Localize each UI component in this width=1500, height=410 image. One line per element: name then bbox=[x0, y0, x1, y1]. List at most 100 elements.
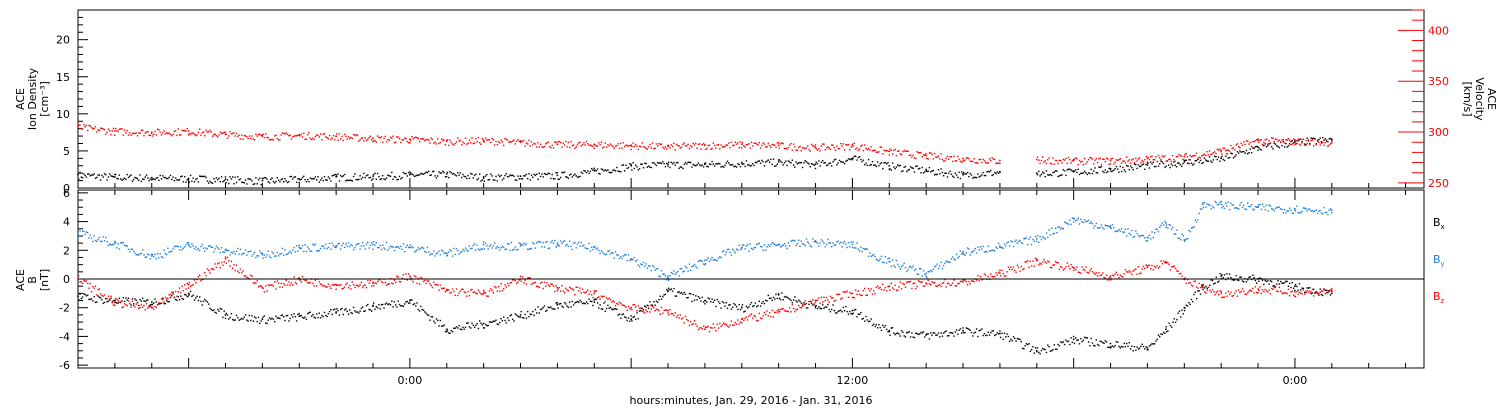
data-point bbox=[187, 134, 190, 136]
data-point bbox=[627, 317, 630, 319]
data-point bbox=[508, 141, 510, 143]
data-point bbox=[915, 157, 917, 160]
data-point bbox=[442, 325, 444, 327]
data-point bbox=[1115, 341, 1118, 343]
data-point bbox=[593, 299, 595, 301]
data-point bbox=[962, 252, 964, 255]
data-point bbox=[475, 292, 477, 294]
data-point bbox=[621, 164, 623, 166]
data-point bbox=[858, 250, 861, 252]
data-point bbox=[930, 283, 932, 286]
data-point bbox=[438, 250, 440, 252]
data-point bbox=[936, 263, 938, 265]
data-point bbox=[607, 250, 609, 253]
data-point bbox=[629, 163, 631, 165]
data-point bbox=[948, 172, 950, 174]
data-point bbox=[710, 327, 712, 329]
data-point bbox=[704, 326, 707, 328]
data-point bbox=[445, 328, 448, 331]
data-point bbox=[626, 167, 628, 170]
data-point bbox=[906, 281, 908, 284]
data-point bbox=[1113, 163, 1115, 165]
data-point bbox=[350, 288, 352, 290]
data-point bbox=[620, 317, 622, 319]
data-point bbox=[409, 299, 412, 301]
data-point bbox=[1301, 287, 1303, 289]
data-point bbox=[866, 319, 868, 321]
data-point bbox=[1080, 172, 1082, 175]
data-point bbox=[1045, 232, 1048, 234]
data-point bbox=[400, 178, 402, 180]
data-point bbox=[106, 240, 108, 243]
data-point bbox=[1021, 242, 1024, 245]
data-point bbox=[668, 287, 670, 289]
data-point bbox=[600, 295, 603, 297]
data-point bbox=[409, 139, 412, 142]
data-point bbox=[598, 307, 600, 309]
data-point bbox=[136, 253, 139, 256]
data-point bbox=[906, 270, 908, 273]
data-point bbox=[928, 152, 931, 154]
data-point bbox=[181, 297, 183, 300]
data-point bbox=[1179, 164, 1182, 166]
data-point bbox=[130, 306, 132, 308]
data-point bbox=[684, 145, 687, 147]
data-point bbox=[520, 140, 522, 142]
data-point bbox=[1263, 144, 1265, 147]
data-point bbox=[422, 309, 425, 311]
data-point bbox=[1036, 156, 1039, 158]
data-point bbox=[916, 273, 918, 275]
data-point bbox=[895, 332, 898, 335]
data-point bbox=[1061, 227, 1063, 229]
data-point bbox=[743, 163, 745, 165]
data-point bbox=[878, 260, 880, 262]
data-point bbox=[1315, 143, 1317, 145]
data-point bbox=[172, 248, 174, 250]
data-point bbox=[1151, 155, 1153, 157]
data-point bbox=[1214, 282, 1216, 284]
data-point bbox=[1171, 228, 1173, 230]
data-point bbox=[426, 280, 429, 282]
data-point bbox=[631, 320, 633, 322]
data-point bbox=[605, 297, 608, 299]
data-point bbox=[842, 291, 844, 293]
data-point bbox=[223, 251, 225, 254]
data-point bbox=[186, 128, 188, 130]
data-point bbox=[482, 292, 485, 295]
data-point bbox=[1167, 227, 1169, 229]
data-point bbox=[1076, 219, 1078, 221]
data-point bbox=[925, 272, 928, 275]
data-point bbox=[893, 288, 895, 290]
data-point bbox=[1226, 149, 1228, 152]
data-point bbox=[285, 279, 287, 281]
data-point bbox=[611, 252, 613, 254]
data-point bbox=[267, 136, 269, 139]
data-point bbox=[201, 304, 203, 306]
data-point bbox=[171, 250, 173, 253]
data-point bbox=[473, 142, 476, 144]
data-point bbox=[362, 242, 364, 244]
data-point bbox=[411, 173, 413, 175]
data-point bbox=[600, 141, 603, 144]
data-point bbox=[1098, 166, 1100, 168]
data-point bbox=[941, 282, 944, 285]
data-point bbox=[843, 149, 846, 151]
data-point bbox=[950, 173, 953, 175]
data-point bbox=[295, 181, 298, 183]
data-point bbox=[268, 255, 271, 257]
data-point bbox=[735, 143, 738, 145]
data-point bbox=[795, 161, 797, 163]
data-point bbox=[1093, 344, 1095, 347]
data-point bbox=[566, 243, 568, 246]
data-point bbox=[1324, 212, 1326, 214]
data-point bbox=[870, 255, 872, 257]
data-point bbox=[979, 276, 982, 278]
data-point bbox=[1049, 173, 1052, 176]
data-point bbox=[1038, 170, 1040, 173]
data-point bbox=[1235, 154, 1237, 156]
data-point bbox=[484, 242, 487, 245]
data-point bbox=[451, 288, 454, 290]
data-point bbox=[908, 266, 910, 268]
data-point bbox=[886, 149, 888, 152]
data-point bbox=[882, 283, 884, 285]
